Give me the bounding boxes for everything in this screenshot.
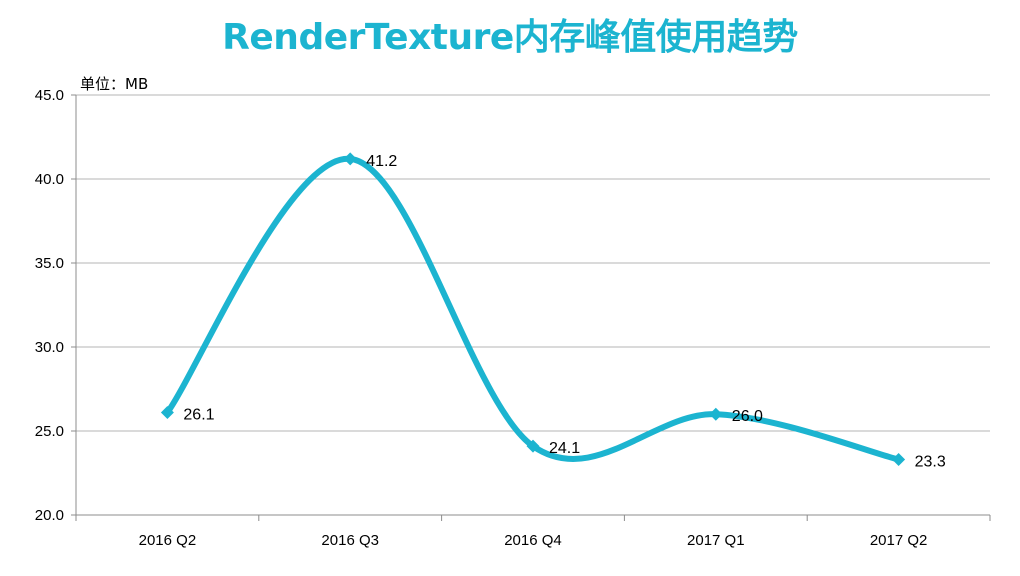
y-tick-label: 25.0: [35, 423, 64, 440]
data-point: [160, 406, 174, 420]
x-tick-label: 2017 Q1: [687, 532, 745, 549]
y-tick-label: 30.0: [35, 339, 64, 356]
data-point: [526, 439, 540, 453]
y-tick-label: 40.0: [35, 171, 64, 188]
y-tick-label: 20.0: [35, 507, 64, 524]
data-label: 23.3: [915, 454, 946, 471]
x-tick-label: 2016 Q4: [504, 532, 562, 549]
data-point: [709, 407, 723, 421]
data-point: [892, 453, 906, 467]
x-tick-label: 2016 Q3: [321, 532, 379, 549]
x-tick-label: 2016 Q2: [139, 532, 197, 549]
data-label: 26.1: [183, 407, 214, 424]
y-tick-label: 45.0: [35, 87, 64, 104]
data-label: 26.0: [732, 408, 763, 425]
data-label: 24.1: [549, 440, 580, 457]
series-line: [164, 155, 902, 463]
y-tick-label: 35.0: [35, 255, 64, 272]
chart-title: RenderTexture内存峰值使用趋势: [222, 17, 798, 58]
x-tick-label: 2017 Q2: [870, 532, 928, 549]
y-unit-label: 单位：MB: [80, 75, 149, 93]
data-point: [343, 152, 357, 166]
data-label: 41.2: [366, 153, 397, 170]
